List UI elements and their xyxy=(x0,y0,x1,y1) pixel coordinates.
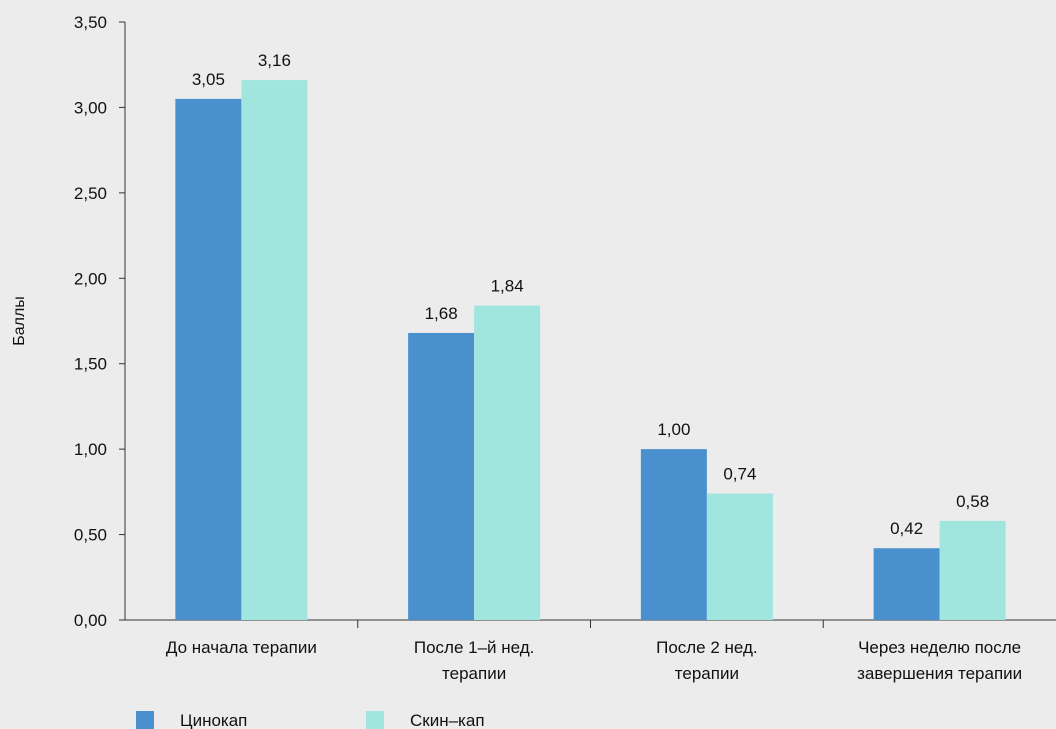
x-category-label: терапии xyxy=(442,664,506,683)
legend: Цинокап Скин–кап xyxy=(136,711,485,729)
y-tick-label: 0,00 xyxy=(74,611,107,630)
y-axis-title: Баллы xyxy=(11,296,28,346)
y-tick-label: 2,00 xyxy=(74,269,107,288)
bar xyxy=(873,548,940,620)
y-tick-label: 3,00 xyxy=(74,98,107,117)
x-category-label: После 2 нед. xyxy=(656,638,758,657)
bar xyxy=(474,305,541,620)
data-label: 0,74 xyxy=(723,465,756,484)
bars xyxy=(175,80,1006,620)
x-category-label: После 1–й нед. xyxy=(414,638,535,657)
data-label: 0,58 xyxy=(956,492,989,511)
x-category-label: До начала терапии xyxy=(166,638,317,657)
y-tick-label: 3,50 xyxy=(74,13,107,32)
y-tick-label: 1,50 xyxy=(74,355,107,374)
legend-swatch xyxy=(136,711,154,729)
bar xyxy=(706,493,773,620)
data-label: 1,00 xyxy=(657,420,690,439)
bar xyxy=(640,449,707,620)
data-label: 3,16 xyxy=(258,51,291,70)
x-category-label: Через неделю после xyxy=(858,638,1021,657)
labels: 3,05 3,16 До начала терапии 1,68 1,84 После 1… xyxy=(166,51,1022,683)
data-label: 3,05 xyxy=(192,70,225,89)
data-label: 1,68 xyxy=(425,304,458,323)
y-tick-label: 2,50 xyxy=(74,184,107,203)
bar xyxy=(939,520,1006,620)
y-tick-label: 0,50 xyxy=(74,526,107,545)
y-tick-label: 1,00 xyxy=(74,440,107,459)
x-category-label: терапии xyxy=(675,664,739,683)
bar xyxy=(241,80,308,620)
data-label: 1,84 xyxy=(491,277,524,296)
legend-swatch xyxy=(366,711,384,729)
x-category-label: завершения терапии xyxy=(857,664,1022,683)
legend-label: Скин–кап xyxy=(410,711,485,729)
bar xyxy=(175,98,242,620)
bar xyxy=(408,332,475,620)
legend-label: Цинокап xyxy=(180,711,247,729)
data-label: 0,42 xyxy=(890,519,923,538)
